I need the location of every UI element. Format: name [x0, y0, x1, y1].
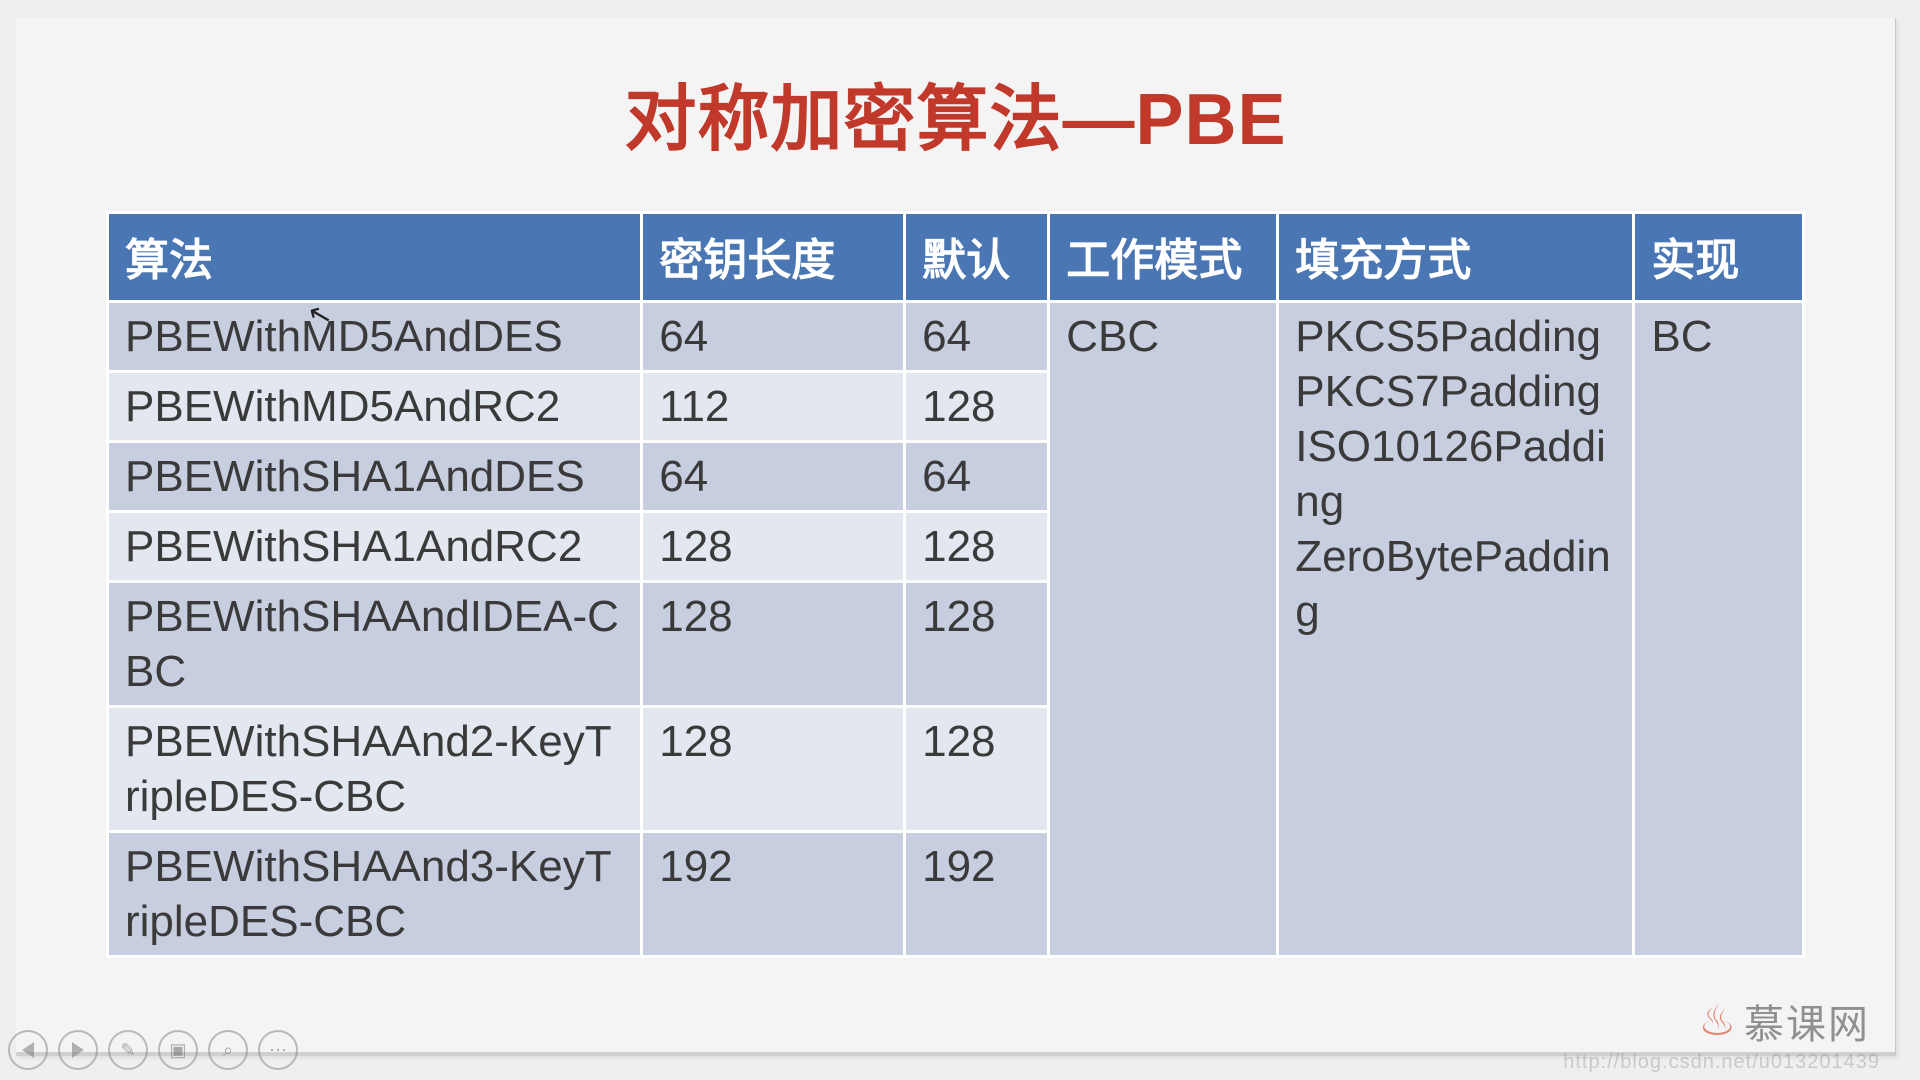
slide-title: 对称加密算法—PBE: [106, 60, 1805, 165]
padding-line: PKCS7Padding: [1295, 367, 1601, 416]
padding-line: ISO10126Padding: [1295, 422, 1606, 526]
cell-def: 192: [905, 832, 1049, 957]
table-row: PBEWithMD5AndDES 64 64 CBC PKCS5Padding …: [108, 302, 1804, 372]
watermark-text: http://blog.csdn.net/u013201439: [1563, 1051, 1880, 1074]
pen-icon[interactable]: ✎: [108, 1030, 148, 1070]
table-header-row: 算法 密钥长度 默认 工作模式 填充方式 实现: [108, 213, 1804, 302]
cell-mode: CBC: [1049, 302, 1278, 957]
layers-icon[interactable]: ▣: [158, 1030, 198, 1070]
logo-text: 慕课网: [1744, 992, 1870, 1050]
col-header-padding: 填充方式: [1278, 213, 1634, 302]
cell-keylen: 128: [642, 512, 905, 582]
prev-icon[interactable]: [8, 1030, 48, 1070]
cell-keylen: 128: [642, 582, 905, 707]
cell-keylen: 192: [642, 832, 905, 957]
cell-keylen: 112: [642, 372, 905, 442]
cell-impl: BC: [1634, 302, 1804, 957]
cell-def: 64: [905, 302, 1049, 372]
col-header-keylen: 密钥长度: [642, 213, 905, 302]
next-icon[interactable]: [58, 1030, 98, 1070]
col-header-impl: 实现: [1634, 213, 1804, 302]
algorithms-table: 算法 密钥长度 默认 工作模式 填充方式 实现 PBEWithMD5AndDES…: [106, 211, 1805, 958]
cell-keylen: 64: [642, 302, 905, 372]
cell-algo: PBEWithSHAAnd3-KeyTripleDES-CBC: [108, 832, 642, 957]
cell-algo: PBEWithMD5AndRC2: [108, 372, 642, 442]
col-header-mode: 工作模式: [1049, 213, 1278, 302]
flame-icon: ♨: [1698, 1000, 1736, 1042]
padding-line: ZeroBytePadding: [1295, 532, 1611, 636]
cell-algo: PBEWithSHAAndIDEA-CBC: [108, 582, 642, 707]
cell-def: 128: [905, 582, 1049, 707]
cell-keylen: 64: [642, 442, 905, 512]
cell-def: 128: [905, 372, 1049, 442]
col-header-default: 默认: [905, 213, 1049, 302]
cell-algo: PBEWithMD5AndDES: [108, 302, 642, 372]
player-controls: ✎ ▣ ⌕ ⋯: [8, 1030, 298, 1070]
col-header-algo: 算法: [108, 213, 642, 302]
slide: 对称加密算法—PBE ↖ 算法 密钥长度 默认 工作模式 填充方式 实现 PBE…: [16, 18, 1896, 1056]
cell-def: 64: [905, 442, 1049, 512]
cell-def: 128: [905, 512, 1049, 582]
cell-padding: PKCS5Padding PKCS7Padding ISO10126Paddin…: [1278, 302, 1634, 957]
cell-algo: PBEWithSHA1AndRC2: [108, 512, 642, 582]
cell-def: 128: [905, 707, 1049, 832]
cell-algo: PBEWithSHA1AndDES: [108, 442, 642, 512]
padding-line: PKCS5Padding: [1295, 312, 1601, 361]
more-icon[interactable]: ⋯: [258, 1030, 298, 1070]
cell-algo: PBEWithSHAAnd2-KeyTripleDES-CBC: [108, 707, 642, 832]
site-logo: ♨ 慕课网: [1698, 992, 1870, 1050]
cell-keylen: 128: [642, 707, 905, 832]
page-background: 对称加密算法—PBE ↖ 算法 密钥长度 默认 工作模式 填充方式 实现 PBE…: [0, 0, 1920, 1080]
zoom-icon[interactable]: ⌕: [208, 1030, 248, 1070]
